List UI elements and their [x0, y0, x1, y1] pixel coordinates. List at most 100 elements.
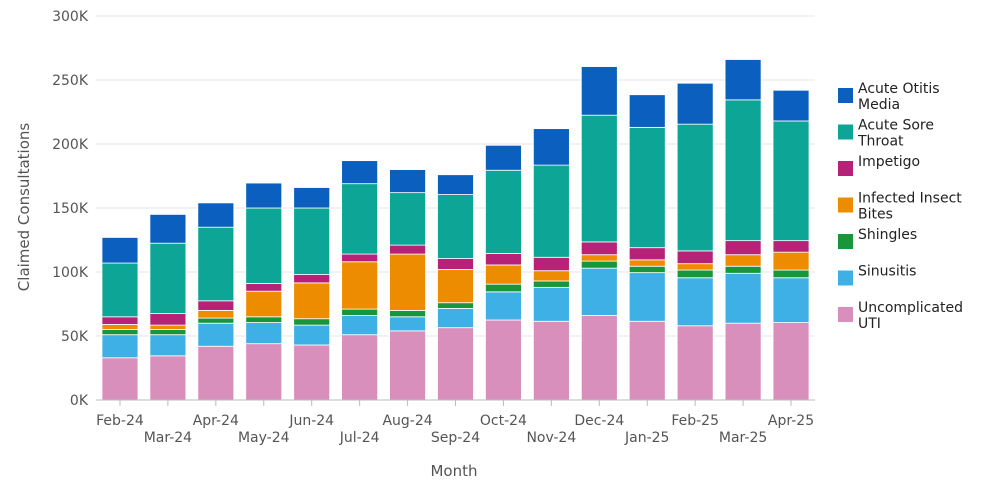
legend-label: Impetigo	[858, 154, 920, 170]
bar-segment	[580, 114, 618, 243]
x-tick-label: Apr-25	[768, 413, 814, 429]
legend-item: Infected Insect Bites	[838, 191, 962, 223]
bar-segment	[532, 320, 570, 401]
y-axis-title: Claimed Consultations	[15, 123, 33, 292]
bar-segment	[724, 254, 762, 267]
bar-segment	[245, 343, 283, 401]
bar-segment	[772, 269, 810, 279]
legend-swatch	[838, 234, 853, 249]
bar-segment	[293, 318, 331, 326]
bar-segment	[149, 355, 187, 401]
bar-segment	[101, 262, 139, 318]
bar-segment	[676, 277, 714, 327]
bar-segment	[245, 322, 283, 345]
bar-segment	[341, 308, 379, 316]
bar-segment	[628, 272, 666, 322]
bar-segment	[389, 253, 426, 311]
bar-segment	[676, 263, 714, 271]
bar-stack	[389, 169, 426, 401]
x-tick-label: Feb-24	[96, 413, 144, 429]
bar-segment	[485, 169, 522, 254]
bar-segment	[437, 194, 474, 259]
x-tick-label: Feb-25	[671, 413, 719, 429]
bar-segment	[437, 174, 474, 195]
bar-segment	[101, 237, 139, 264]
bar-segment	[101, 334, 139, 359]
bar-segment	[197, 309, 235, 319]
bar-stack	[676, 82, 714, 401]
bar-stack	[580, 66, 618, 401]
bar-segment	[341, 160, 379, 185]
bar-segment	[197, 345, 235, 401]
bar-segment	[485, 253, 522, 266]
bar-segment	[245, 182, 283, 209]
bar-segment	[532, 286, 570, 322]
x-tick-label: Nov-24	[526, 430, 576, 446]
legend-swatch	[838, 88, 853, 103]
y-tick-label: 300K	[52, 9, 89, 25]
y-axis: 0K 50K 100K 150K 200K 250K 300K	[52, 9, 89, 409]
bar-segment	[197, 226, 235, 302]
bar-stack	[485, 144, 522, 401]
x-tick-label: Aug-24	[382, 413, 432, 429]
legend-label: Shingles	[858, 227, 917, 243]
bar-segment	[389, 169, 426, 194]
bar-segment	[724, 59, 762, 101]
bar-segment	[676, 123, 714, 252]
bar-segment	[628, 126, 666, 249]
x-tick-label: Sep-24	[431, 430, 480, 446]
bar-stack	[101, 237, 139, 401]
bar-segment	[341, 183, 379, 255]
bar-segment	[341, 334, 379, 401]
bar-segment	[580, 267, 618, 316]
bar-segment	[149, 313, 187, 326]
bar-segment	[628, 247, 666, 261]
bar-segment	[149, 329, 187, 336]
legend-label-line: Impetigo	[858, 154, 920, 170]
y-tick-label: 200K	[52, 137, 89, 153]
bar-stack	[197, 202, 235, 401]
bar-segment	[628, 94, 666, 128]
bar-segment	[101, 324, 139, 331]
bar-segment	[485, 264, 522, 285]
legend-swatch	[838, 307, 853, 322]
legend-label-line: Acute Otitis	[858, 81, 940, 97]
x-tick-label: Jul-24	[339, 430, 380, 446]
legend-item: Sinusitis	[838, 264, 916, 286]
bar-segment	[772, 120, 810, 242]
bar-segment	[341, 253, 379, 263]
legend-swatch	[838, 124, 853, 140]
bar-segment	[724, 265, 762, 274]
bar-segment	[628, 265, 666, 274]
bar-segment	[580, 260, 618, 269]
x-tick-label: May-24	[238, 430, 290, 446]
bar-segment	[628, 259, 666, 267]
bar-segment	[724, 99, 762, 242]
x-tick-label: Apr-24	[193, 413, 239, 429]
bar-segment	[293, 344, 331, 401]
bar-segment	[772, 251, 810, 271]
y-tick-label: 0K	[70, 393, 89, 409]
legend-label-line: Media	[858, 97, 900, 113]
bar-segment	[772, 322, 810, 401]
bar-segment	[437, 302, 474, 309]
legend-label-line: Sinusitis	[858, 264, 916, 280]
bar-segment	[293, 324, 331, 346]
legend-label: Uncomplicated UTI	[858, 300, 963, 332]
legend-item: Uncomplicated UTI	[838, 300, 963, 332]
bar-segment	[485, 144, 522, 171]
bar-segment	[532, 280, 570, 288]
bar-segment	[724, 240, 762, 256]
bar-segment	[772, 277, 810, 323]
bar-segment	[389, 316, 426, 332]
legend-label-line: Shingles	[858, 227, 917, 243]
bar-stack	[293, 187, 331, 401]
bar-segment	[724, 322, 762, 401]
bar-segment	[149, 334, 187, 357]
bar-segment	[101, 316, 139, 325]
bar-segment	[437, 269, 474, 304]
bar-segment	[485, 319, 522, 401]
legend-label-line: Throat	[857, 134, 904, 150]
bar-stacks	[101, 59, 810, 401]
